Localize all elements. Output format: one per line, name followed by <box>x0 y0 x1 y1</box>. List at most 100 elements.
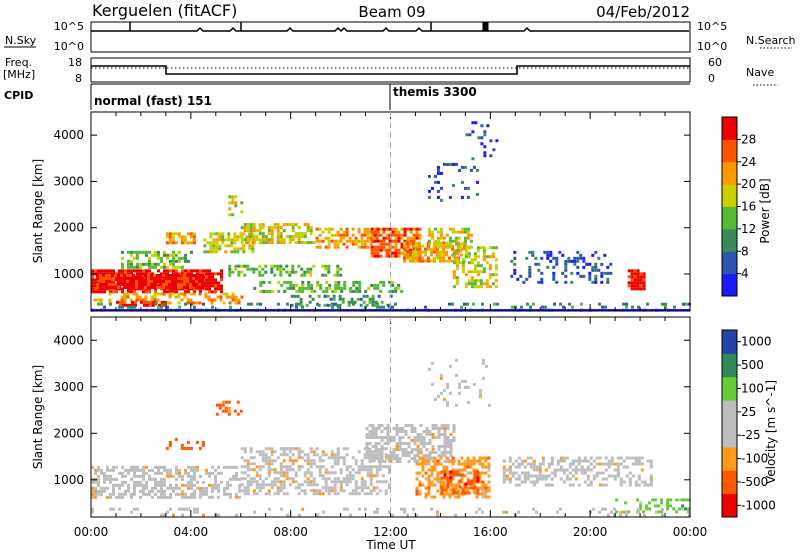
range-cell <box>340 286 344 290</box>
range-cell <box>229 495 232 499</box>
range-cell <box>170 276 174 280</box>
range-cell <box>431 435 435 439</box>
range-cell <box>368 429 372 433</box>
range-cell <box>428 429 432 433</box>
range-cell <box>205 468 208 472</box>
range-cell <box>208 495 211 499</box>
range-cell <box>410 447 414 451</box>
range-cell <box>598 471 602 475</box>
range-cell <box>476 488 480 492</box>
range-cell <box>165 256 169 260</box>
range-cell <box>397 254 401 258</box>
range-cell <box>237 298 241 302</box>
range-cell <box>476 279 480 283</box>
range-cell <box>464 249 468 253</box>
range-cell <box>155 279 159 283</box>
range-cell <box>580 468 584 472</box>
range-cell <box>112 281 115 285</box>
range-cell <box>517 477 521 481</box>
range-cell <box>124 480 127 484</box>
range-cell <box>547 465 551 469</box>
range-cell <box>601 507 604 511</box>
range-cell <box>171 256 175 260</box>
range-cell <box>324 245 328 249</box>
range-cell <box>187 272 190 276</box>
range-cell <box>282 459 286 463</box>
range-cell <box>354 483 358 487</box>
range-cell <box>136 269 139 273</box>
range-cell <box>145 272 148 276</box>
freq-trace <box>91 65 690 75</box>
range-cell <box>280 283 284 287</box>
range-cell <box>454 489 458 493</box>
range-cell <box>413 426 417 430</box>
range-cell <box>448 492 452 496</box>
range-cell <box>255 238 259 242</box>
range-cell <box>207 295 211 299</box>
range-cell <box>276 223 280 227</box>
range-cell <box>148 272 151 276</box>
range-cell <box>151 486 154 490</box>
range-cell <box>474 121 478 125</box>
range-cell <box>589 468 593 472</box>
range-cell <box>414 259 418 263</box>
range-cell <box>463 379 467 383</box>
range-cell <box>211 486 214 490</box>
range-cell <box>401 429 405 433</box>
range-cell <box>357 239 361 243</box>
range-cell <box>619 456 623 460</box>
range-cell <box>115 477 118 481</box>
range-cell <box>546 253 550 257</box>
range-cell <box>365 441 369 445</box>
range-cell <box>180 443 184 447</box>
range-cell <box>373 251 377 255</box>
range-cell <box>555 280 559 284</box>
range-cell <box>184 471 187 475</box>
range-cell <box>449 476 453 480</box>
range-cell <box>382 283 386 287</box>
range-cell <box>385 242 389 246</box>
range-cell <box>438 253 442 257</box>
range-cell <box>142 290 145 294</box>
range-cell <box>233 250 237 254</box>
range-cell <box>440 453 444 457</box>
range-cell <box>528 265 532 269</box>
colorbar-tick-label: 100 <box>741 381 764 395</box>
range-cell <box>324 480 328 484</box>
range-cell <box>168 253 172 257</box>
range-cell <box>107 273 111 277</box>
range-cell <box>378 450 382 454</box>
range-cell <box>556 510 559 514</box>
range-cell <box>135 262 139 266</box>
range-cell <box>329 303 333 307</box>
range-cell <box>264 453 268 457</box>
range-cell <box>448 195 452 199</box>
range-cell <box>371 423 375 427</box>
range-cell <box>229 483 232 487</box>
range-cell <box>555 259 559 263</box>
range-cell <box>91 480 94 484</box>
range-cell <box>583 456 587 460</box>
range-cell <box>232 465 235 469</box>
range-cell <box>466 186 470 190</box>
range-cell <box>374 441 378 445</box>
range-cell <box>471 121 475 125</box>
range-cell <box>625 510 628 514</box>
range-cell <box>293 294 297 298</box>
range-cell <box>240 264 244 268</box>
range-cell <box>380 300 384 304</box>
range-cell <box>255 486 259 490</box>
range-cell <box>378 468 382 472</box>
range-cell <box>592 507 595 511</box>
colorbar-tick-label: 16 <box>741 200 756 214</box>
range-cell <box>373 239 377 243</box>
range-cell <box>534 256 538 260</box>
range-cell <box>108 292 112 296</box>
range-cell <box>324 483 328 487</box>
range-cell <box>430 483 434 487</box>
range-cell <box>382 280 386 284</box>
range-cell <box>242 247 246 251</box>
range-cell <box>193 474 196 478</box>
colorbar-tick-label: 8 <box>741 244 749 258</box>
